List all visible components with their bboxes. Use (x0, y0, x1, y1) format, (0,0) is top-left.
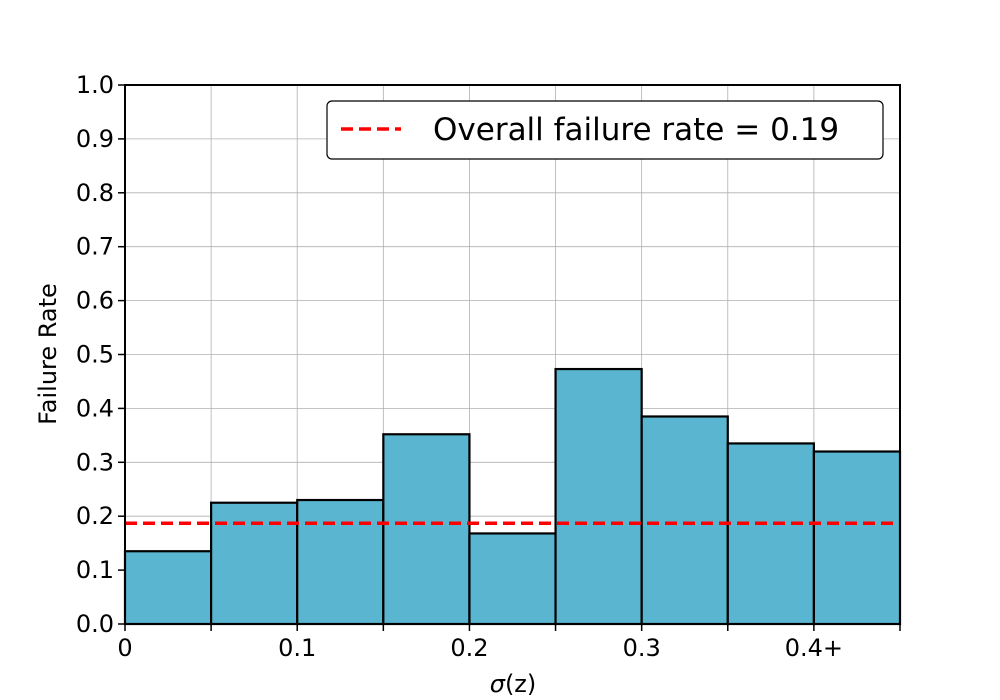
bar-1 (210, 501, 299, 626)
ticks: 0.0 0.1 0.2 0.3 0.4 0.5 0.6 0.7 0.8 0.9 1.0 0 0.1 0.2… (76, 71, 901, 662)
bar-4 (468, 532, 557, 626)
x-tick-label-0: 0 (117, 634, 132, 662)
x-tick-label-3: 0.3 (623, 634, 661, 662)
legend-box (326, 100, 884, 160)
legend-label: Overall failure rate = 0.19 (433, 112, 839, 148)
y-tick-label-8: 0.8 (76, 179, 114, 207)
y-tick-label-10: 1.0 (76, 71, 114, 99)
x-axis-label-symbol: σ (490, 670, 506, 698)
y-axis-label: Failure Rate (34, 283, 62, 425)
x-tick-label-1: 0.1 (278, 634, 316, 662)
bar-0 (123, 550, 213, 626)
legend: Overall failure rate = 0.19 (326, 100, 884, 160)
y-tick-label-4: 0.4 (76, 394, 114, 422)
x-tick-label-4: 0.4+ (785, 634, 843, 662)
bar-5 (554, 367, 643, 626)
bar-7 (726, 442, 815, 626)
y-tick-label-3: 0.3 (76, 448, 114, 476)
x-axis-label-rest: (z) (505, 670, 536, 698)
bar-8 (812, 450, 902, 626)
y-tick-label-9: 0.9 (76, 125, 114, 153)
bar-6 (640, 415, 729, 626)
y-tick-label-0: 0.0 (76, 610, 114, 638)
x-tick-label-2: 0.2 (450, 634, 488, 662)
y-tick-label-1: 0.1 (76, 556, 114, 584)
y-tick-label-2: 0.2 (76, 502, 114, 530)
x-axis-label: σ(z) (490, 670, 537, 698)
y-tick-label-6: 0.6 (76, 287, 114, 315)
bars (123, 367, 902, 626)
bar-3 (382, 433, 471, 626)
y-tick-label-5: 0.5 (76, 341, 114, 369)
y-tick-label-7: 0.7 (76, 233, 114, 261)
bar-2 (296, 498, 385, 626)
